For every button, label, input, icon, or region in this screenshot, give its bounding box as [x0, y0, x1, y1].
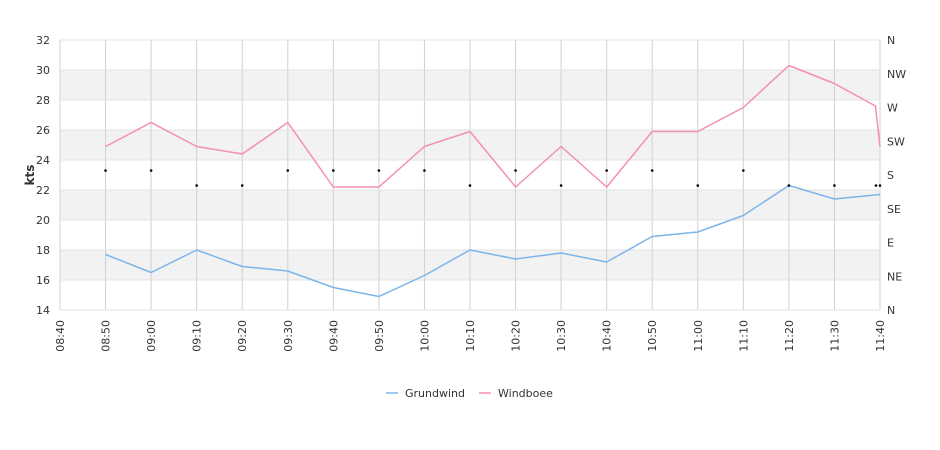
y-tick-label: 16	[36, 274, 50, 287]
x-tick-label: 09:10	[191, 320, 204, 352]
x-tick-label: 08:40	[54, 320, 67, 352]
x-tick-label: 10:10	[464, 320, 477, 352]
x-tick-label: 11:10	[737, 320, 750, 352]
direction-marker	[332, 169, 335, 172]
direction-marker	[742, 169, 745, 172]
x-axis-ticks: 08:40 08:50 09:00 09:10 09:20 09:30 09:40 09:50…	[54, 320, 887, 352]
direction-markers	[104, 169, 882, 187]
direction-tick-label: NW	[887, 68, 906, 81]
y-tick-label: 20	[36, 214, 50, 227]
x-tick-label: 08:50	[100, 320, 113, 352]
direction-marker	[874, 184, 878, 187]
direction-marker	[149, 169, 153, 172]
x-tick-label: 09:00	[145, 320, 158, 352]
y-tick-label: 22	[36, 184, 50, 197]
y-tick-label: 24	[36, 154, 50, 167]
y-tick-label: 18	[36, 244, 50, 257]
vertical-gridlines	[59, 40, 881, 310]
direction-marker	[286, 169, 290, 172]
direction-axis-ticks: N NE E SE S SW W NW N	[887, 34, 906, 317]
direction-marker	[240, 184, 244, 187]
x-tick-label: 09:50	[373, 320, 386, 352]
series-lines	[105, 64, 881, 298]
direction-marker	[787, 184, 791, 187]
x-tick-label: 09:30	[282, 320, 295, 352]
x-tick-label: 09:20	[236, 320, 249, 352]
direction-tick-label: E	[887, 237, 894, 250]
legend-item: Grundwind	[386, 387, 465, 400]
direction-marker	[104, 169, 107, 172]
direction-marker	[833, 184, 836, 187]
direction-marker	[468, 184, 472, 187]
y-axis-title: kts	[23, 165, 37, 186]
direction-marker	[696, 184, 700, 187]
legend-label: Windboee	[498, 387, 553, 400]
legend-label: Grundwind	[405, 387, 465, 400]
legend: Grundwind Windboee	[386, 387, 553, 400]
direction-tick-label: W	[887, 102, 898, 115]
x-tick-label: 11:30	[828, 320, 841, 352]
series-line-grundwind	[105, 184, 881, 298]
x-tick-label: 10:40	[601, 320, 614, 352]
direction-tick-label: N	[887, 34, 895, 47]
direction-marker	[423, 169, 426, 172]
x-tick-label: 10:50	[646, 320, 659, 352]
direction-marker	[650, 169, 654, 172]
x-tick-label: 10:20	[510, 320, 523, 352]
y-tick-label: 26	[36, 124, 50, 137]
direction-tick-label: SE	[887, 203, 901, 216]
y-tick-label: 14	[36, 304, 50, 317]
direction-marker	[195, 184, 198, 187]
x-tick-label: 10:30	[555, 320, 568, 352]
y-tick-label: 30	[36, 64, 50, 77]
series-line-windboee	[105, 64, 881, 188]
direction-marker	[559, 184, 563, 187]
direction-tick-label: N	[887, 304, 895, 317]
y-tick-label: 32	[36, 34, 50, 47]
x-tick-label: 11:00	[692, 320, 705, 352]
direction-tick-label: S	[887, 169, 894, 182]
x-tick-label: 11:20	[783, 320, 796, 352]
direction-tick-label: SW	[887, 135, 905, 148]
y-tick-label: 28	[36, 94, 50, 107]
x-tick-label: 11:40	[874, 320, 887, 352]
legend-item: Windboee	[479, 387, 553, 400]
x-tick-label: 10:00	[418, 320, 431, 352]
direction-tick-label: NE	[887, 270, 902, 283]
direction-marker	[377, 169, 381, 172]
direction-marker	[605, 169, 608, 172]
direction-marker	[878, 184, 882, 187]
direction-marker	[514, 169, 517, 172]
x-tick-label: 09:40	[327, 320, 340, 352]
y-axis-ticks: 14 16 18 20 22 24 26 28 30 32	[36, 34, 50, 317]
